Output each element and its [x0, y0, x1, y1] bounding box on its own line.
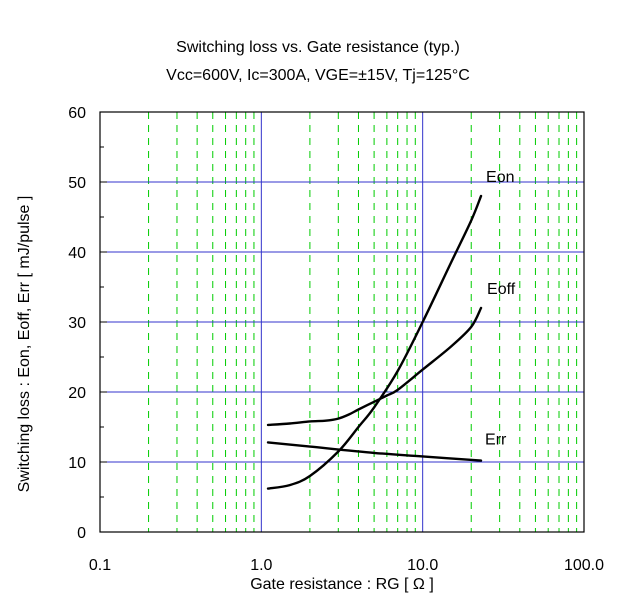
y-tick-label: 30: [68, 315, 86, 332]
y-tick-label: 50: [68, 175, 86, 192]
series-label-eon: Eon: [486, 169, 514, 186]
x-axis-label: Gate resistance : RG [ Ω ]: [250, 576, 434, 593]
y-tick-label: 0: [77, 525, 86, 542]
y-tick-label: 20: [68, 385, 86, 402]
plot-grid: [99, 111, 585, 533]
series-line-eoff: [266, 306, 483, 427]
x-tick-label: 100.0: [564, 557, 604, 574]
series-line-err: [266, 441, 483, 462]
x-tick-label: 0.1: [89, 557, 111, 574]
y-axis-label: Switching loss : Eon, Eoff, Err [ mJ/pul…: [16, 196, 33, 493]
y-tick-label: 10: [68, 455, 86, 472]
series-label-err: Err: [485, 432, 507, 449]
y-tick-label: 40: [68, 245, 86, 262]
chart-title: Switching loss vs. Gate resistance (typ.…: [176, 39, 460, 56]
y-tick-label: 60: [68, 105, 86, 122]
x-tick-label: 10.0: [407, 557, 438, 574]
chart-subtitle: Vcc=600V, Ic=300A, VGE=±15V, Tj=125°C: [166, 67, 470, 84]
axis-ticks: 0 10 20 30 40 50 60 0.1 1.0 10.0 100.0: [68, 105, 604, 574]
x-tick-label: 1.0: [250, 557, 272, 574]
series-labels: Eon Eoff Err: [485, 169, 516, 449]
series-line-eon: [266, 194, 483, 490]
series-lines: [266, 194, 483, 490]
series-label-eoff: Eoff: [487, 281, 516, 298]
